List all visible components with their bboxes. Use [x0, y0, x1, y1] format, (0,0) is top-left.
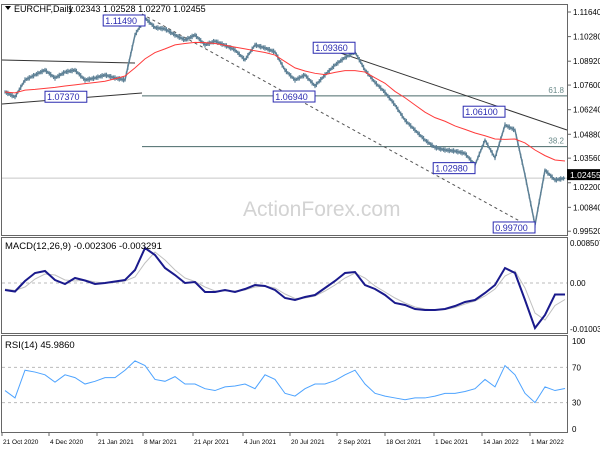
price-annotation-box — [462, 105, 506, 118]
price-tick-label: 1.02200 — [573, 183, 600, 192]
macd-panel — [1, 237, 568, 334]
date-tick-label: 1 Dec 2021 — [435, 439, 469, 446]
rsi-tick-label: 0 — [572, 425, 577, 434]
fib-level-label: 61.8 — [548, 86, 564, 95]
ohlc-readout: 1.02343 1.02528 1.02270 1.02455 — [68, 4, 206, 14]
price-tick-label: 1.08920 — [573, 57, 600, 66]
date-tick-label: 8 Mar 2021 — [144, 439, 177, 446]
price-tick-label: 0.99520 — [573, 227, 600, 236]
date-tick-label: 2 Sep 2021 — [338, 439, 372, 446]
price-annotation-label: 0.99700 — [495, 223, 528, 233]
price-annotation-box — [492, 221, 536, 234]
price-annotation-box — [102, 14, 146, 27]
macd-signal-line — [4, 251, 566, 321]
macd-tick-label: 0.00 — [570, 279, 586, 288]
price-panel — [1, 4, 568, 236]
rsi-tick-label: 70 — [572, 363, 581, 372]
watermark: ActionForex.com — [243, 198, 401, 221]
dropdown-triangle-icon[interactable] — [5, 6, 11, 10]
date-tick-label: 1 Mar 2022 — [531, 439, 564, 446]
price-annotation-label: 1.06100 — [465, 107, 498, 117]
date-tick-label: 21 Jan 2021 — [98, 439, 134, 446]
price-tick-label: 1.04880 — [573, 130, 600, 139]
price-line — [4, 16, 566, 226]
rsi-tick-label: 30 — [572, 399, 581, 408]
date-tick-label: 21 Apr 2021 — [194, 439, 229, 446]
channel-upper-line — [1, 59, 136, 64]
date-tick-label: 4 Jun 2021 — [244, 439, 277, 446]
rsi-panel — [1, 335, 568, 433]
price-tick-label: 1.06240 — [573, 106, 600, 115]
price-annotation-box — [272, 90, 316, 103]
price-tick-label: 1.07600 — [573, 81, 600, 90]
price-tick-label: 1.10280 — [573, 33, 600, 42]
date-tick-label: 14 Jan 2022 — [483, 439, 519, 446]
price-annotation-box — [312, 41, 356, 54]
date-tick-label: 21 Oct 2020 — [3, 439, 39, 446]
macd-title: MACD(12,26,9) -0.002306 -0.003291 — [5, 241, 162, 252]
price-annotation-label: 1.06940 — [275, 92, 308, 102]
date-tick-label: 20 Jul 2021 — [291, 439, 325, 446]
price-annotation-label: 1.07370 — [47, 92, 80, 102]
dashed-trendline — [141, 13, 537, 231]
current-price-label: 1.02455 — [570, 170, 600, 180]
price-annotation-box — [44, 90, 88, 103]
symbol-label: EURCHF,Daily — [14, 4, 74, 14]
price-annotation-label: 1.11490 — [105, 16, 137, 26]
macd-tick-label: -0.010034 — [570, 325, 600, 334]
date-tick-label: 4 Dec 2020 — [50, 439, 84, 446]
price-tick-label: 1.00840 — [573, 203, 600, 212]
rsi-title: RSI(14) 45.9860 — [5, 340, 75, 351]
macd-tick-label: 0.008507 — [570, 239, 600, 248]
price-tick-label: 1.03560 — [573, 154, 600, 163]
price-annotation-label: 1.09360 — [315, 43, 348, 53]
rsi-tick-label: 100 — [572, 337, 586, 346]
price-annotation-box — [432, 162, 476, 175]
descending-trendline — [316, 44, 568, 131]
price-tick-label: 1.11640 — [573, 8, 600, 17]
macd-line — [4, 246, 565, 331]
moving-average-line — [4, 41, 566, 162]
rsi-line — [4, 360, 566, 404]
date-tick-label: 18 Oct 2021 — [386, 439, 422, 446]
price-annotation-label: 1.02980 — [435, 164, 468, 174]
current-price-tag — [567, 169, 600, 181]
fib-level-label: 38.2 — [548, 137, 564, 146]
